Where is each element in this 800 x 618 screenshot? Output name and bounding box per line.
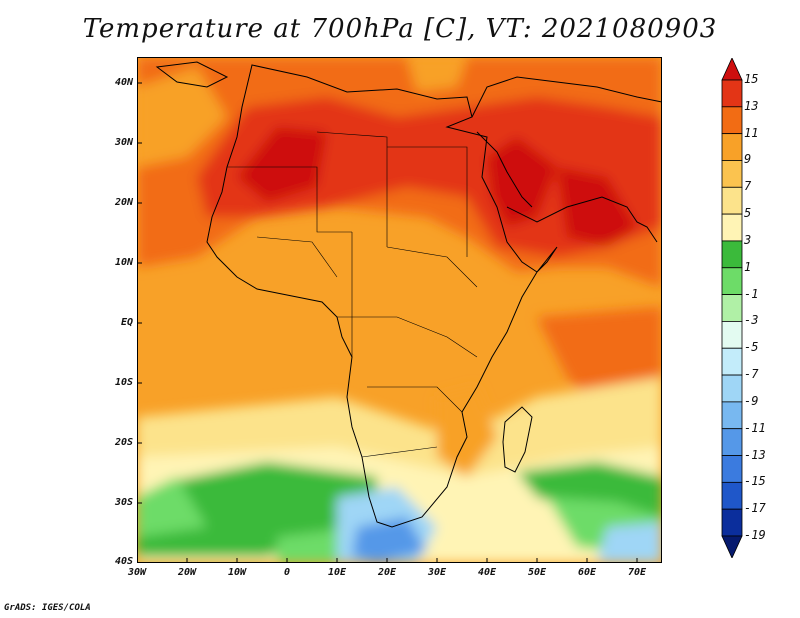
colorbar-swatch — [721, 321, 743, 349]
colorbar-swatch — [721, 267, 743, 295]
colorbar-label: -3 — [744, 313, 759, 328]
colorbar-swatch — [721, 428, 743, 456]
colorbar-label: -1 — [744, 286, 759, 301]
coastlines — [155, 61, 662, 528]
colorbar-label: 13 — [744, 98, 759, 113]
colorbar-swatch — [721, 58, 743, 81]
colorbar-swatch — [721, 535, 743, 558]
colorbar-swatch — [721, 401, 743, 430]
colorbar-swatch — [721, 79, 743, 108]
colorbar-swatch — [721, 294, 743, 322]
lon-label: 10E — [327, 567, 347, 578]
colorbar-swatch — [721, 213, 743, 242]
lon-label: 40E — [477, 567, 497, 578]
temperature-field — [137, 57, 662, 563]
colorbar-label: 7 — [744, 179, 752, 194]
lon-label: 20W — [177, 567, 197, 578]
country-borders — [227, 131, 478, 458]
map-frame — [137, 57, 662, 563]
colorbar-label: -17 — [744, 501, 766, 516]
colorbar-label: -9 — [744, 393, 759, 408]
temperature-map — [137, 57, 662, 563]
colorbar-label: -15 — [744, 474, 766, 489]
colorbar-swatch — [721, 240, 743, 269]
colorbar-label: -5 — [744, 340, 759, 355]
lat-label: EQ — [120, 317, 133, 328]
colorbar-label: 9 — [744, 152, 752, 167]
colorbar-label: 11 — [744, 125, 759, 140]
lat-label: 10N — [114, 257, 133, 268]
colorbar-swatch — [721, 160, 743, 188]
lon-label: 30W — [127, 567, 147, 578]
lat-label: 10S — [114, 377, 133, 388]
credit-text: GrADS: IGES/COLA — [4, 603, 91, 613]
colorbar-label: -13 — [744, 447, 766, 462]
lat-label: 30N — [114, 137, 133, 148]
lat-label: 40S — [114, 556, 133, 567]
axis-ticks — [137, 82, 638, 563]
lon-label: 60E — [577, 567, 597, 578]
lon-label: 10W — [227, 567, 247, 578]
colorbar-swatch — [721, 455, 743, 483]
lon-label: 70E — [627, 567, 647, 578]
colorbar-swatch — [721, 106, 743, 135]
lat-label: 30S — [114, 497, 133, 508]
colorbar — [721, 58, 743, 558]
colorbar-swatch — [721, 481, 743, 510]
colorbar-label: 1 — [744, 259, 752, 274]
lon-label: 0 — [283, 567, 291, 578]
colorbar-swatch — [721, 133, 743, 161]
colorbar-label: 15 — [744, 72, 759, 86]
lat-label: 20N — [114, 197, 133, 208]
colorbar-label: 5 — [744, 206, 752, 221]
colorbar-label: -7 — [744, 367, 759, 382]
lon-label: 20E — [377, 567, 397, 578]
colorbar-swatch — [721, 508, 743, 537]
colorbar-swatch — [721, 347, 743, 376]
map-title: Temperature at 700hPa [C], VT: 202108090… — [82, 14, 718, 44]
colorbar-swatch — [721, 374, 743, 403]
lon-label: 30E — [427, 567, 447, 578]
lon-label: 50E — [527, 567, 547, 578]
colorbar-swatch — [721, 186, 743, 215]
lat-label: 20S — [114, 437, 133, 448]
colorbar-label: -11 — [744, 420, 766, 435]
colorbar-label: 3 — [744, 232, 752, 247]
lat-label: 40N — [114, 77, 133, 88]
colorbar-label: -19 — [744, 528, 766, 542]
